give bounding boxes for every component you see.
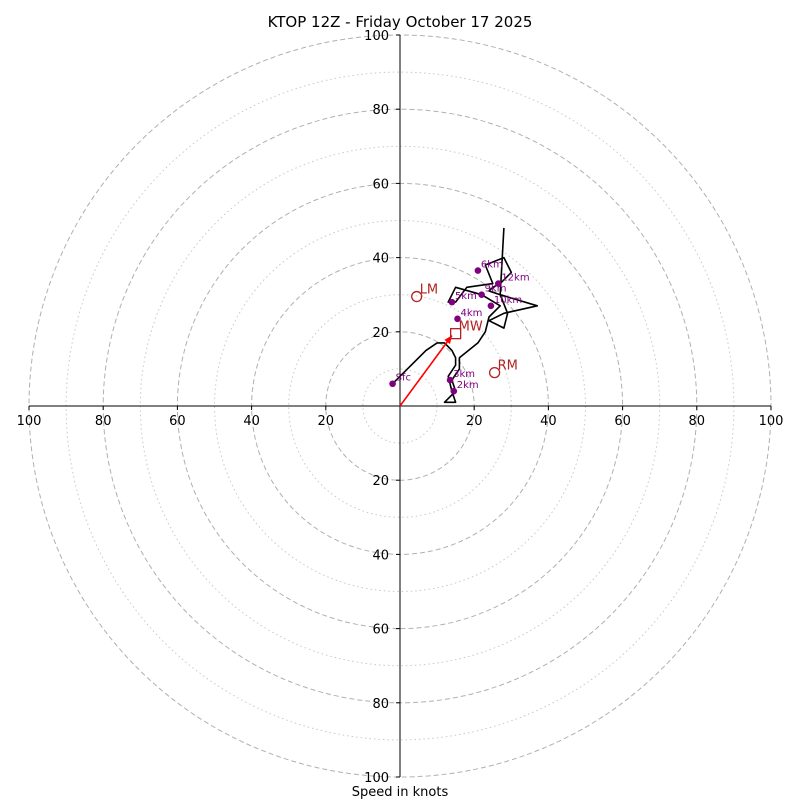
tick-label: 80 <box>372 103 389 118</box>
motion-marker-circle <box>411 290 423 303</box>
tick-label: 60 <box>372 177 389 192</box>
height-marker <box>446 376 454 384</box>
tick-label: 40 <box>540 414 557 429</box>
tick-label: 40 <box>372 548 389 563</box>
height-marker <box>478 291 485 299</box>
tick-labels: 100 80 60 40 20 20 40 60 80 100 20 40 60 80 100 20 40 60 8… <box>17 29 784 786</box>
motion-marker-label: MW <box>459 320 483 335</box>
height-marker <box>487 302 495 310</box>
tick-label: 20 <box>466 414 483 429</box>
height-marker <box>448 298 456 306</box>
tick-label: 60 <box>614 414 631 429</box>
tick-label: 20 <box>318 414 335 429</box>
tick-label: 60 <box>169 414 186 429</box>
tick-label: 20 <box>372 474 389 489</box>
motion-marker-label: RM <box>498 359 518 374</box>
tick-label: 80 <box>689 414 706 429</box>
tick-label: 100 <box>759 414 784 429</box>
height-marker-label: 9km <box>485 284 507 295</box>
tick-label: 60 <box>372 623 389 638</box>
height-marker <box>450 387 458 395</box>
tick-label: 40 <box>372 252 389 267</box>
tick-label: 20 <box>372 326 389 341</box>
tick-label: 100 <box>17 414 42 429</box>
tick-label: 100 <box>364 771 389 786</box>
height-marker <box>454 315 461 323</box>
height-marker <box>389 380 396 388</box>
storm-motion-markers: LM RM MW <box>411 283 518 379</box>
motion-marker-square <box>449 328 462 340</box>
mean-wind-vector-layer <box>399 335 453 407</box>
motion-marker-circle <box>488 366 501 379</box>
x-axis-label: Speed in knots <box>352 785 449 800</box>
height-marker-label: 3km <box>453 369 475 380</box>
height-marker-label: 6km <box>481 260 503 271</box>
tick-label: 80 <box>95 414 112 429</box>
height-marker <box>474 267 482 274</box>
height-marker-label: 10km <box>494 295 522 306</box>
tick-label: 40 <box>243 414 260 429</box>
height-marker-label: 2km <box>457 380 479 391</box>
height-marker <box>495 280 502 287</box>
tick-label: 100 <box>364 29 389 44</box>
height-marker-label: Sfc <box>396 373 411 384</box>
height-marker-label: 4km <box>461 308 483 319</box>
mean-wind-vector <box>399 335 453 407</box>
motion-marker-label: LM <box>420 283 438 298</box>
chart-title: KTOP 12Z - Friday October 17 2025 <box>268 13 533 31</box>
height-marker-label: 12km <box>501 273 529 284</box>
tick-label: 80 <box>372 697 389 712</box>
height-marker-label: 5km <box>455 291 477 302</box>
